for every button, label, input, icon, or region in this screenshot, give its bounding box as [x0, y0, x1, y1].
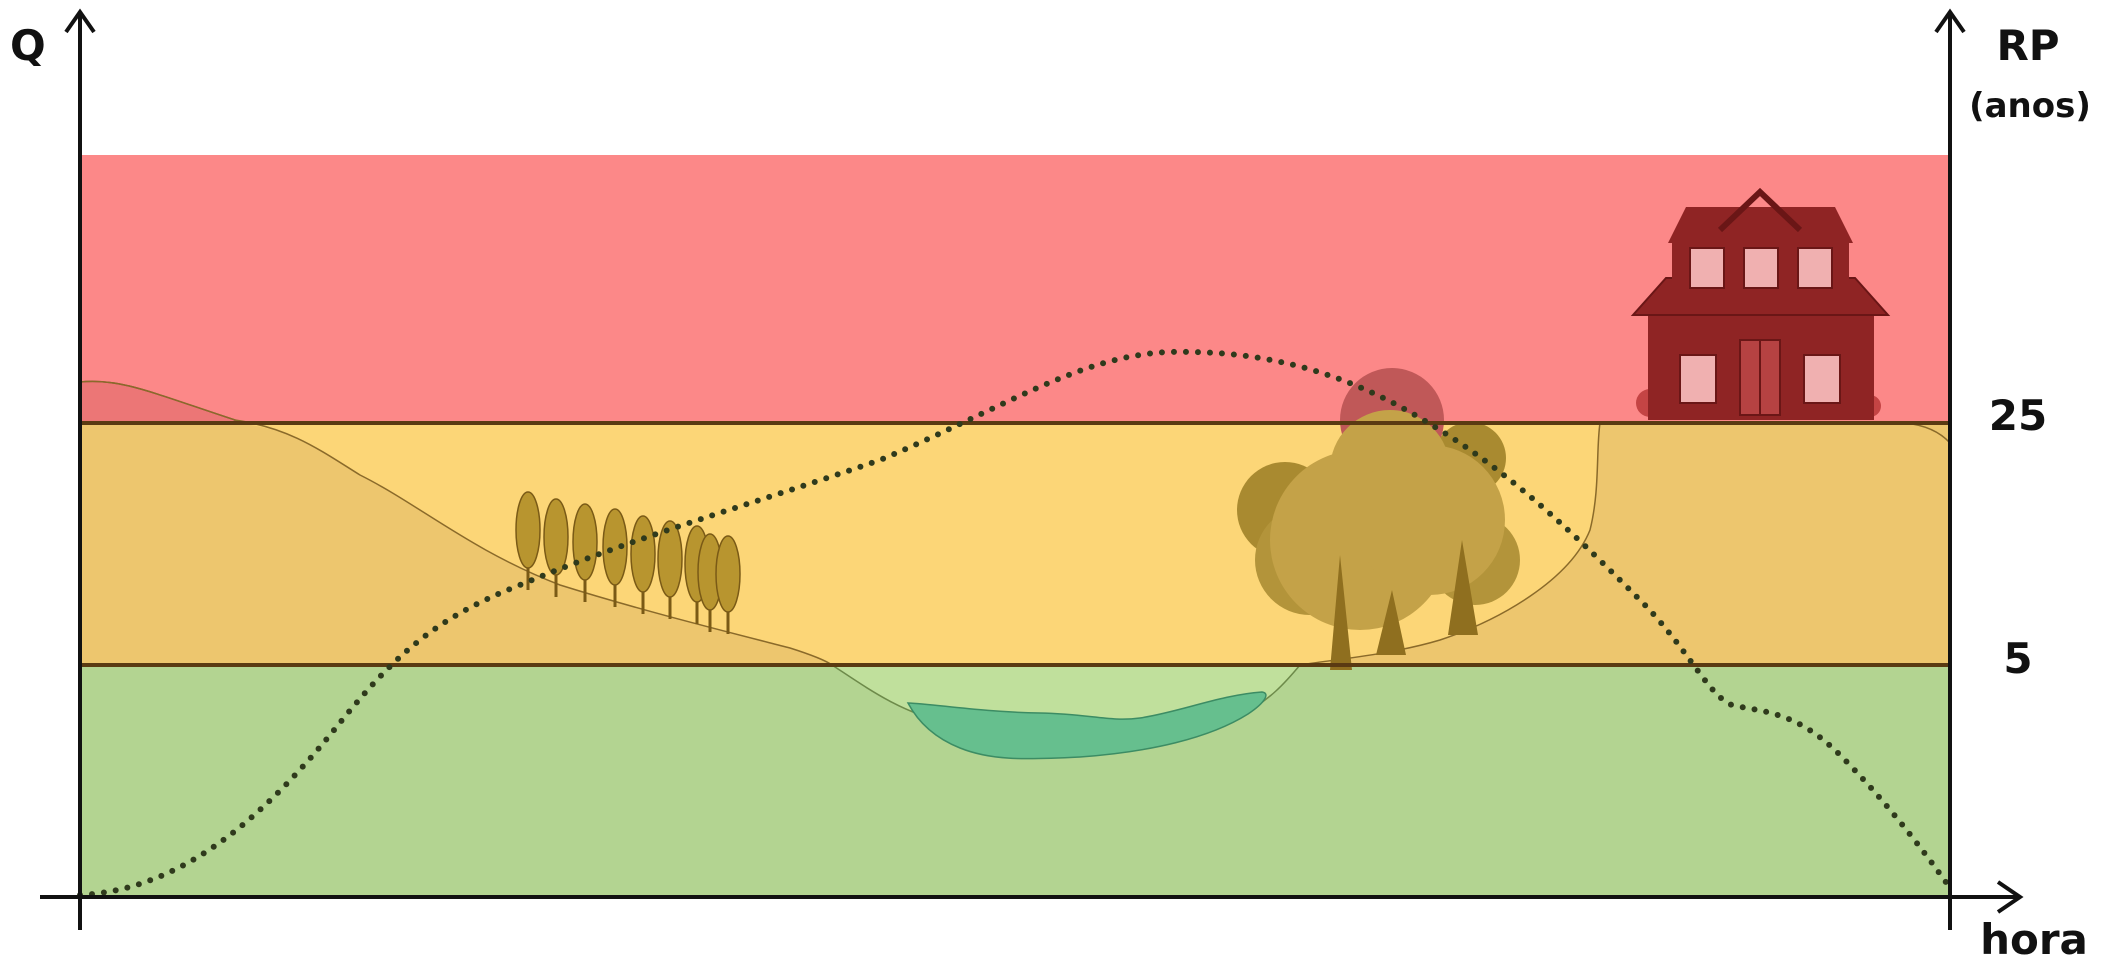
x-axis-label: hora: [1980, 915, 2088, 964]
y-axis-left-label: Q: [10, 21, 46, 70]
hill-left: [80, 423, 832, 665]
hill-right-outline: [1299, 422, 1601, 666]
wheat-field-icon: [515, 491, 741, 634]
zone-high-risk: [80, 155, 1950, 423]
axes: [40, 8, 2024, 930]
x-axis-arrow: [1996, 880, 2024, 914]
hill-right: [1300, 423, 1950, 665]
y-axis-left-arrow: [64, 8, 96, 34]
y-axis-right-arrow: [1934, 8, 1966, 34]
y-axis-right-label: RP: [1996, 21, 2059, 70]
river-icon: [906, 691, 1267, 760]
tree-cluster-icon: [1237, 368, 1520, 670]
hill-left-outline: [79, 380, 833, 666]
threshold-label-5: 5: [2003, 634, 2032, 683]
threshold-label-25: 25: [1989, 391, 2047, 440]
house-icon: [1630, 187, 1891, 420]
y-axis-right-unit: (anos): [1969, 86, 2091, 126]
